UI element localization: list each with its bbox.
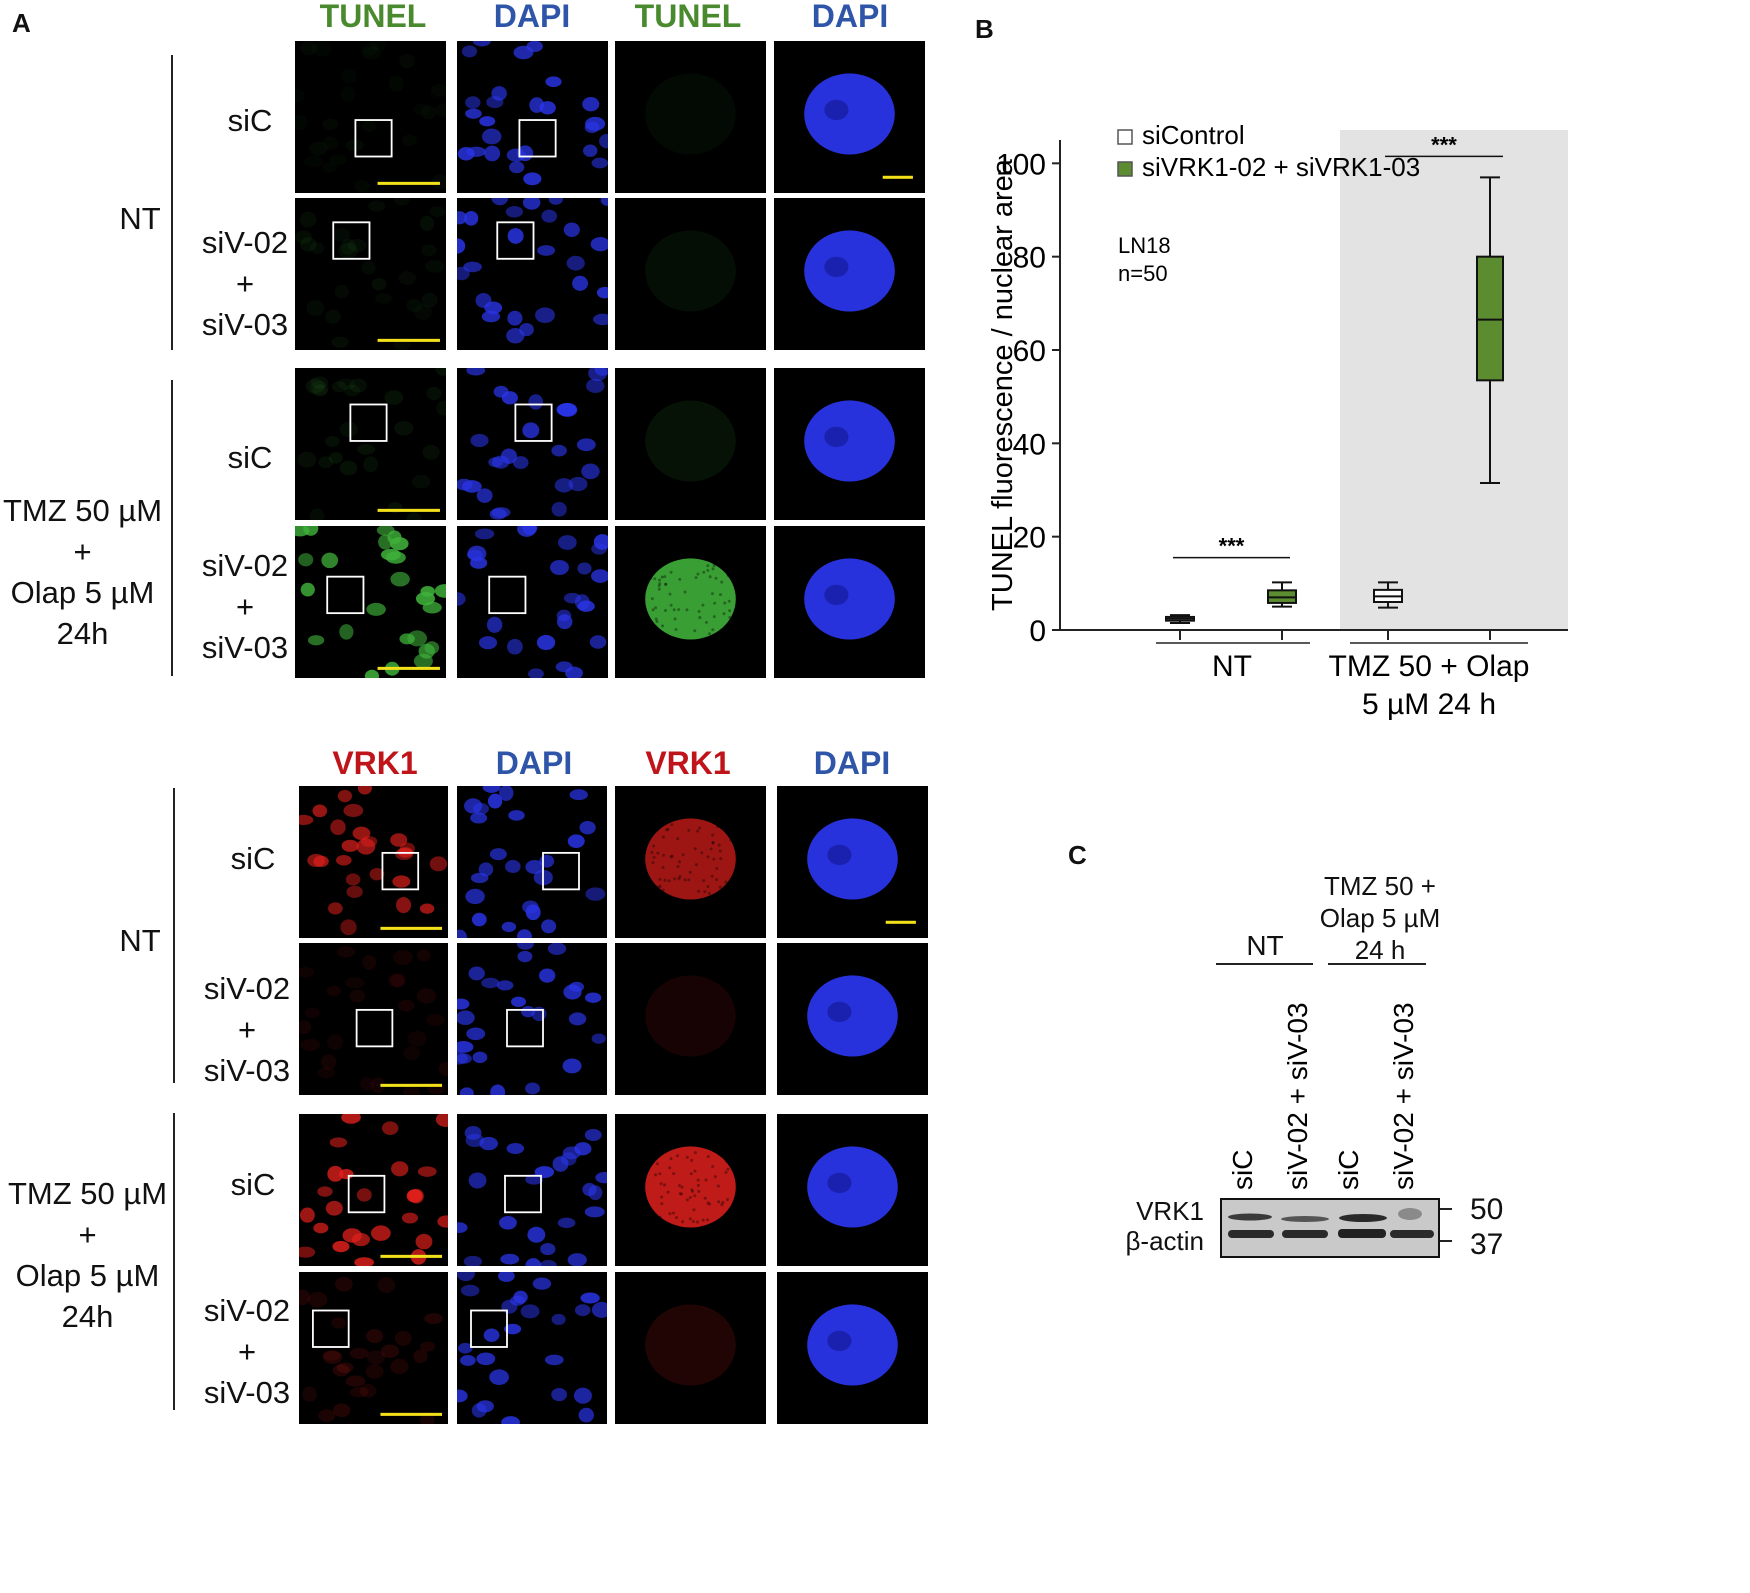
y-tick-label: 0 — [1029, 615, 1046, 648]
micrograph — [295, 198, 446, 350]
micrograph — [457, 943, 607, 1095]
micrograph — [457, 786, 607, 938]
micrograph-zoom — [615, 526, 766, 678]
row-label-siv: siV-02 + siV-03 — [203, 971, 291, 1088]
micrograph — [299, 1114, 448, 1266]
legend-label: siVRK1-02 + siVRK1-03 — [1142, 152, 1420, 182]
box — [1476, 255, 1504, 382]
legend-label: siControl — [1142, 120, 1245, 150]
blot-image — [1220, 1198, 1440, 1258]
micrograph-zoom — [774, 198, 925, 350]
panel-label-c: C — [1068, 840, 1087, 870]
micrograph-zoom — [615, 41, 766, 193]
annotation-text: LN18 — [1118, 233, 1171, 258]
y-axis-label: TUNEL fluorescence / nuclear area — [987, 158, 1019, 611]
group-label-nt: NT — [119, 923, 161, 958]
micrograph — [295, 526, 446, 678]
row-label-siv: siV-02 + siV-03 — [201, 548, 289, 665]
micrograph-zoom — [615, 943, 766, 1095]
micrograph-zoom — [774, 368, 925, 520]
col-header: DAPI — [493, 0, 571, 34]
col-header: DAPI — [813, 745, 891, 781]
group-label-tmz: TMZ 50 µM + Olap 5 µM 24h — [2, 493, 163, 651]
micrograph — [295, 368, 446, 520]
micrograph-zoom — [774, 526, 925, 678]
blot-header-nt: NT — [1246, 930, 1284, 961]
col-header: DAPI — [495, 745, 573, 781]
group-label: 5 µM 24 h — [1362, 688, 1496, 721]
blot-row-labels: VRK1 β-actin — [1100, 1196, 1204, 1256]
micrograph-zoom — [774, 41, 925, 193]
micrograph-zoom — [615, 1114, 766, 1266]
marker-tick — [1440, 1240, 1452, 1242]
micrograph-zoom — [777, 1272, 928, 1424]
sig-stars: *** — [1431, 132, 1457, 157]
lane-label: siC — [1227, 1150, 1258, 1190]
panel-label-b: B — [975, 14, 994, 44]
row-label-sic: siC — [227, 103, 273, 138]
y-tick-label: 80 — [1013, 242, 1046, 275]
y-tick-label: 100 — [996, 148, 1046, 181]
legend-swatch — [1117, 129, 1133, 145]
shaded-region — [1340, 130, 1568, 630]
marker-37: 37 — [1470, 1228, 1504, 1261]
micrograph-zoom — [777, 786, 928, 938]
col-header: TUNEL — [319, 0, 427, 34]
micrograph — [299, 943, 448, 1095]
blot-header-line — [1216, 963, 1313, 965]
panel-label-a: A — [12, 8, 31, 38]
marker-tick — [1440, 1208, 1452, 1210]
sig-stars: *** — [1219, 534, 1245, 559]
group-bracket — [173, 788, 175, 1083]
micrograph — [457, 1114, 607, 1266]
y-tick-label: 60 — [1013, 335, 1046, 368]
group-bracket — [171, 55, 173, 350]
row-label-sic: siC — [230, 1167, 276, 1202]
row-label-siv: siV-02 + siV-03 — [201, 225, 289, 342]
col-header: VRK1 — [332, 745, 418, 781]
row-label-siv: siV-02 + siV-03 — [203, 1293, 291, 1410]
micrograph — [457, 368, 608, 520]
row-label-sic: siC — [230, 841, 276, 876]
group-bracket — [171, 380, 173, 676]
col-header: TUNEL — [634, 0, 742, 34]
micrograph-zoom — [777, 943, 928, 1095]
group-label: TMZ 50 + Olap — [1329, 650, 1530, 683]
micrograph — [457, 198, 608, 350]
col-header: VRK1 — [645, 745, 731, 781]
micrograph-zoom — [615, 198, 766, 350]
marker-50: 50 — [1470, 1193, 1504, 1226]
micrograph — [295, 41, 446, 193]
y-tick-label: 40 — [1013, 428, 1046, 461]
lane-label: siC — [1333, 1150, 1364, 1190]
y-tick-label: 20 — [1013, 522, 1046, 555]
blot-header-treatment: TMZ 50 + Olap 5 µM 24 h — [1319, 871, 1441, 965]
annotation-text: n=50 — [1118, 261, 1168, 286]
group-label-nt: NT — [119, 201, 161, 236]
lane-label: siV-02 + siV-03 — [1282, 1002, 1313, 1190]
micrograph-zoom — [777, 1114, 928, 1266]
micrograph-zoom — [615, 368, 766, 520]
blot-header-line — [1328, 963, 1426, 965]
legend-swatch — [1117, 161, 1133, 177]
micrograph — [457, 41, 608, 193]
blot-lane-labels: siC siV-02 + siV-03 siC siV-02 + siV-03 — [1227, 1002, 1419, 1190]
row-label-actin: β-actin — [1125, 1226, 1204, 1256]
micrograph-zoom — [615, 786, 766, 938]
row-label-sic: siC — [227, 440, 273, 475]
group-label-tmz: TMZ 50 µM + Olap 5 µM 24h — [7, 1176, 168, 1334]
micrograph — [457, 526, 608, 678]
micrograph — [299, 786, 448, 938]
micrograph — [299, 1272, 448, 1424]
micrograph-zoom — [615, 1272, 766, 1424]
group-bracket — [173, 1113, 175, 1410]
row-label-vrk1: VRK1 — [1136, 1196, 1204, 1226]
micrograph — [457, 1272, 607, 1424]
group-label: NT — [1212, 650, 1252, 683]
col-header: DAPI — [811, 0, 889, 34]
lane-label: siV-02 + siV-03 — [1388, 1002, 1419, 1190]
